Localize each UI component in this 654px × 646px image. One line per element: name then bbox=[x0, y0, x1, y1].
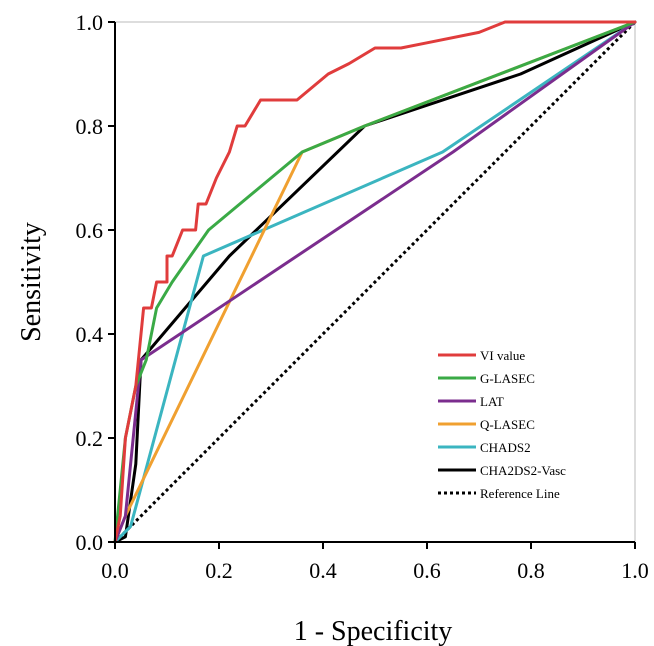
x-tick-label: 0.2 bbox=[205, 558, 233, 583]
series-line-4 bbox=[113, 20, 637, 544]
y-tick-label: 1.0 bbox=[76, 10, 104, 35]
x-tick-label: 1.0 bbox=[621, 558, 649, 583]
legend-label: Q-LASEC bbox=[480, 417, 535, 432]
series-line-0 bbox=[113, 20, 637, 544]
legend-item-0: VI value bbox=[438, 348, 525, 363]
y-tick-label: 0.6 bbox=[76, 218, 104, 243]
series-line-6 bbox=[113, 20, 637, 544]
legend-label: CHA2DS2-Vasc bbox=[480, 463, 566, 478]
series-line-2 bbox=[113, 20, 637, 544]
x-tick-label: 0.4 bbox=[309, 558, 337, 583]
legend-item-6: Reference Line bbox=[438, 486, 560, 501]
y-tick-label: 0.0 bbox=[76, 530, 104, 555]
y-tick-label: 0.2 bbox=[76, 426, 104, 451]
y-axis-title: Sensitivity bbox=[16, 222, 47, 342]
legend-item-2: LAT bbox=[438, 394, 504, 409]
legend-item-4: CHADS2 bbox=[438, 440, 531, 455]
x-tick-label: 0.0 bbox=[101, 558, 129, 583]
x-axis-title: 1 - Specificity bbox=[294, 616, 453, 646]
ticks-layer: 0.0 0.2 0.4 0.6 0.8 1.0 0.0 0.2 0.4 0.6 0.8 1.0 bbox=[76, 10, 649, 583]
series-line-5 bbox=[113, 20, 637, 544]
legend-label: CHADS2 bbox=[480, 440, 531, 455]
series-layer bbox=[113, 20, 637, 544]
legend-item-5: CHA2DS2-Vasc bbox=[438, 463, 566, 478]
x-tick-label: 0.8 bbox=[517, 558, 545, 583]
legend-label: Reference Line bbox=[480, 486, 560, 501]
legend-label: G-LASEC bbox=[480, 371, 535, 386]
legend-label: VI value bbox=[480, 348, 525, 363]
y-tick-label: 0.4 bbox=[76, 322, 104, 347]
legend-item-3: Q-LASEC bbox=[438, 417, 535, 432]
legend-item-1: G-LASEC bbox=[438, 371, 535, 386]
axes-layer bbox=[114, 22, 635, 543]
y-tick-label: 0.8 bbox=[76, 114, 104, 139]
legend-label: LAT bbox=[480, 394, 504, 409]
x-tick-label: 0.6 bbox=[413, 558, 441, 583]
legend: VI value G-LASEC LAT Q-LASEC CHADS2 CHA2DS2-V… bbox=[438, 348, 566, 501]
